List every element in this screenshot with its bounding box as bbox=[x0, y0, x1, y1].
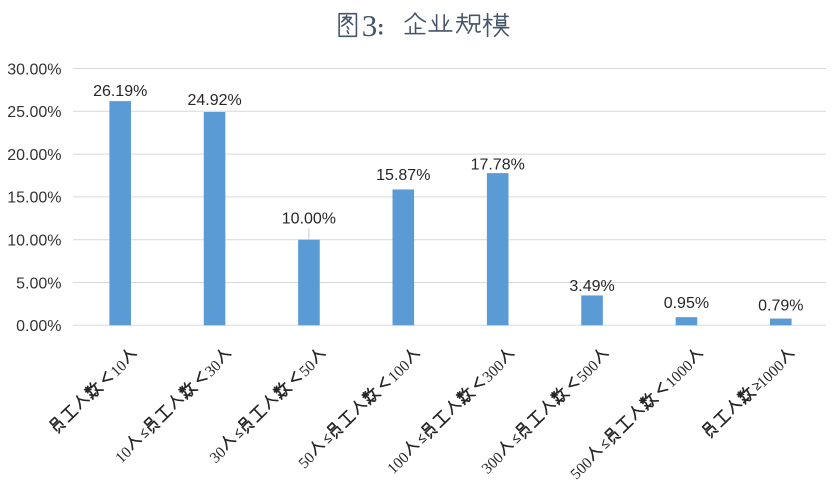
svg-text:0.79%: 0.79% bbox=[758, 297, 803, 314]
svg-text:30.00%: 30.00% bbox=[7, 61, 61, 78]
svg-text:10.00%: 10.00% bbox=[282, 211, 336, 228]
svg-text:26.19%: 26.19% bbox=[93, 83, 147, 100]
svg-text:3: 3 bbox=[362, 8, 378, 43]
svg-text:17.78%: 17.78% bbox=[471, 157, 525, 174]
svg-text:15.00%: 15.00% bbox=[7, 190, 61, 207]
svg-text:10.00%: 10.00% bbox=[7, 233, 61, 250]
svg-text:0.00%: 0.00% bbox=[16, 318, 61, 335]
svg-text:25.00%: 25.00% bbox=[7, 104, 61, 121]
svg-text:3.49%: 3.49% bbox=[569, 278, 614, 295]
svg-text:24.92%: 24.92% bbox=[187, 92, 241, 109]
svg-text:0.95%: 0.95% bbox=[664, 295, 709, 312]
svg-text:5.00%: 5.00% bbox=[16, 275, 61, 292]
svg-text:15.87%: 15.87% bbox=[376, 167, 430, 184]
svg-text:20.00%: 20.00% bbox=[7, 147, 61, 164]
